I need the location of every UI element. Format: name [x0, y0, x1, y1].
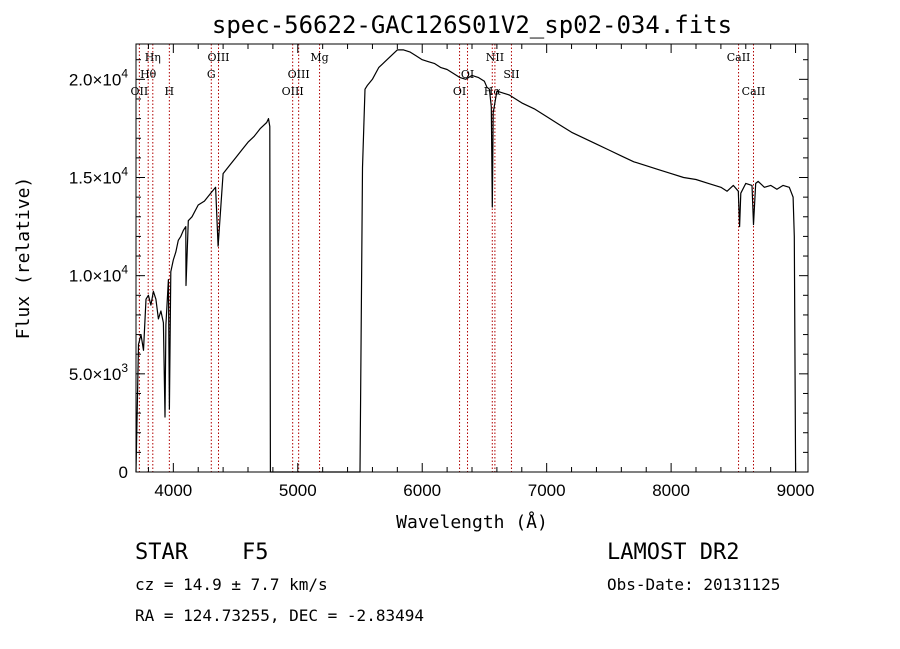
line-marker-label: Hθ [140, 68, 157, 81]
x-tick-label: 7000 [528, 481, 566, 500]
survey-name: LAMOST DR2 [607, 540, 740, 565]
x-tick-label: 4000 [154, 481, 192, 500]
line-marker-label: H [165, 85, 175, 98]
x-tick-label: 9000 [777, 481, 815, 500]
line-marker-label: G [207, 68, 216, 81]
line-marker-label: Hη [145, 51, 161, 64]
coordinates-readout: RA = 124.73255, DEC = -2.83494 [135, 606, 424, 625]
x-tick-label: 8000 [652, 481, 690, 500]
redshift-readout: cz = 14.9 ± 7.7 km/s [135, 575, 328, 594]
x-tick-label: 6000 [403, 481, 441, 500]
y-axis-label: Flux (relative) [13, 177, 34, 340]
line-marker-label: CaII [742, 85, 766, 98]
x-axis-label: Wavelength (Å) [396, 511, 548, 533]
plot-frame [135, 43, 809, 473]
line-marker-label: SII [503, 68, 519, 81]
y-tick-label: 0 [119, 463, 128, 482]
y-axis: 0 5.0×103 1.0×104 1.5×104 2.0×104 [69, 59, 808, 482]
line-marker-label: OI [453, 85, 466, 98]
spectrum-line [135, 49, 797, 473]
line-marker-label: OI [461, 68, 474, 81]
object-subclass: F5 [242, 540, 269, 565]
chart-title: spec-56622-GAC126S01V2_sp02-034.fits [212, 11, 732, 39]
line-marker-label: OIII [207, 51, 229, 64]
line-marker-label: CaII [727, 51, 751, 64]
line-marker-label: OIII [288, 68, 310, 81]
x-tick-label: 5000 [279, 481, 317, 500]
object-class: STAR [135, 540, 188, 565]
spectrum-chart: spec-56622-GAC126S01V2_sp02-034.fits OII… [13, 11, 815, 533]
line-marker-label: OIII [282, 85, 304, 98]
x-axis: 4000 5000 6000 7000 8000 9000 [147, 44, 815, 500]
spectrum-series [135, 49, 797, 473]
y-tick-label: 1.0×104 [69, 263, 128, 286]
y-tick-label: 5.0×103 [69, 361, 128, 384]
line-marker-label: Mg [310, 51, 328, 64]
obs-date-readout: Obs-Date: 20131125 [607, 575, 781, 594]
line-marker-label: NII [486, 51, 504, 64]
line-marker-label: OII [131, 85, 149, 98]
y-tick-label: 2.0×104 [69, 66, 128, 89]
emission-line-markers: OIIHθHηHGOIIIOIIIOIIIMgOIOIHαNIISIICaIIC… [131, 44, 766, 472]
y-tick-label: 1.5×104 [69, 165, 128, 188]
